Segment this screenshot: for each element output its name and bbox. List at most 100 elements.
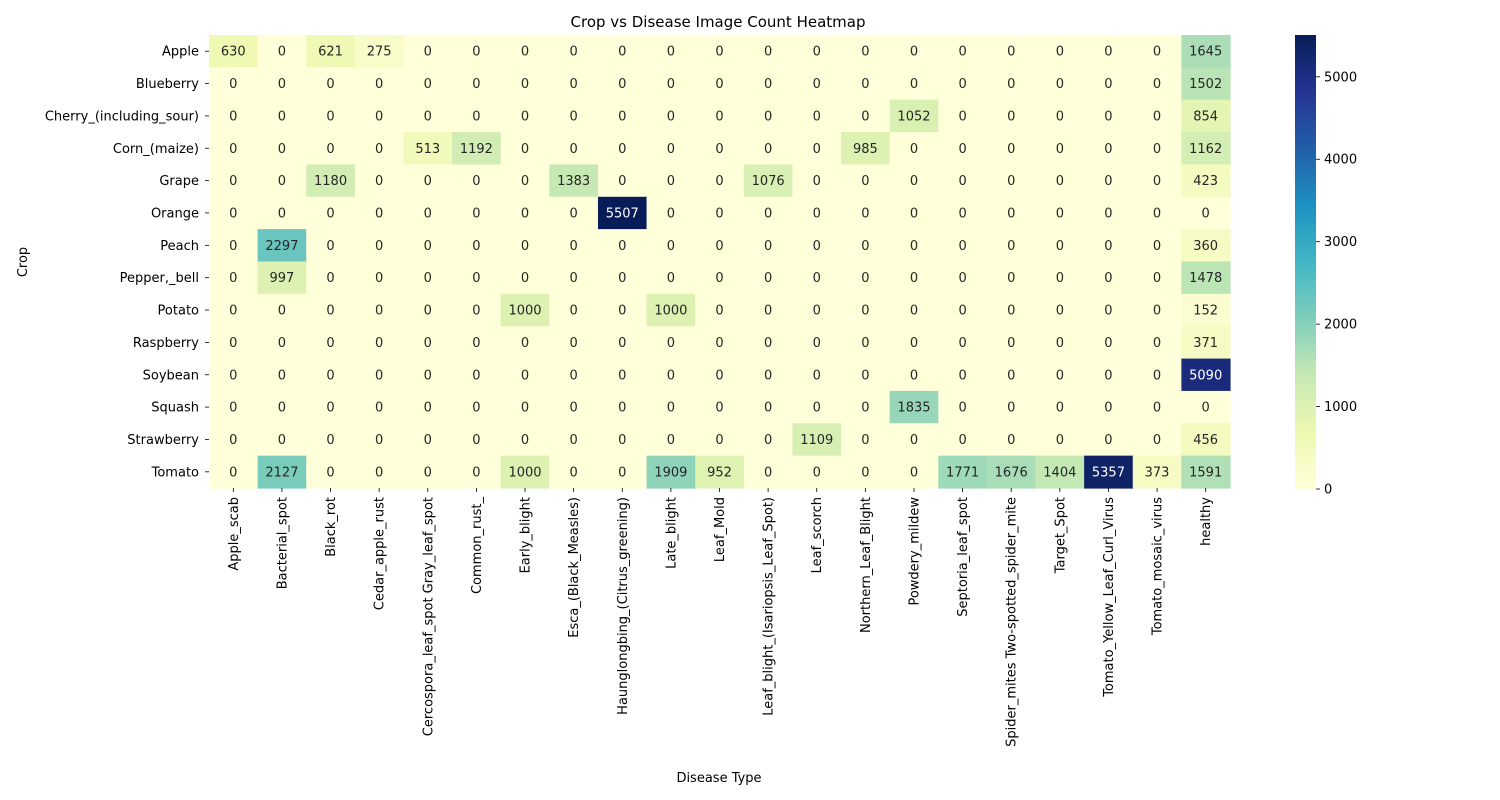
y-tick-label: Pepper,_bell <box>120 271 199 286</box>
cell-value-label: 0 <box>764 239 772 254</box>
heatmap-cell <box>938 358 988 392</box>
heatmap-cell <box>938 196 988 230</box>
x-tick-label: Bacterial_spot <box>275 497 290 589</box>
heatmap-cell <box>549 390 599 424</box>
cell-value-label: 1000 <box>508 304 541 319</box>
y-tick-label: Blueberry <box>136 77 199 92</box>
cell-value-label: 275 <box>367 45 392 60</box>
cell-value-label: 0 <box>229 336 237 351</box>
cell-value-label: 0 <box>1007 368 1015 383</box>
heatmap-cell <box>257 196 307 230</box>
cell-value-label: 0 <box>472 465 480 480</box>
heatmap-cell <box>306 293 356 327</box>
heatmap-cell <box>743 261 794 295</box>
heatmap-cell <box>500 293 550 327</box>
heatmap-cell <box>403 390 453 424</box>
cell-value-label: 0 <box>1153 206 1161 221</box>
cell-value-label: 0 <box>424 304 432 319</box>
cell-value-label: 0 <box>910 206 918 221</box>
cell-value-label: 0 <box>521 109 529 124</box>
cell-value-label: 0 <box>618 433 626 448</box>
cell-value-label: 0 <box>861 465 869 480</box>
cell-value-label: 0 <box>278 304 286 319</box>
heatmap-cell <box>354 423 405 457</box>
cell-value-label: 0 <box>1007 45 1015 60</box>
cell-value-label: 0 <box>958 109 966 124</box>
cell-value-label: 0 <box>326 109 334 124</box>
heatmap-cell <box>792 35 842 68</box>
heatmap-cell <box>1084 99 1134 133</box>
heatmap-cell <box>549 164 599 198</box>
cell-value-label: 0 <box>375 271 383 286</box>
cell-value-label: 0 <box>715 109 723 124</box>
heatmap-cell <box>743 196 794 230</box>
cell-value-label: 1835 <box>897 401 930 416</box>
heatmap-cell <box>597 35 648 68</box>
cell-value-label: 0 <box>472 174 480 189</box>
heatmap-cell <box>403 423 453 457</box>
cell-value-label: 0 <box>715 336 723 351</box>
heatmap-cell <box>938 423 988 457</box>
heatmap-cell <box>792 229 842 263</box>
cell-value-label: 0 <box>424 45 432 60</box>
heatmap-cell <box>841 35 891 68</box>
cell-value-label: 0 <box>813 368 821 383</box>
heatmap-cell <box>1132 358 1182 392</box>
heatmap-cell <box>695 293 745 327</box>
x-tick-label: Tomato_Yellow_Leaf_Curl_Virus <box>1102 497 1117 698</box>
heatmap-cell <box>403 35 453 68</box>
cell-value-label: 0 <box>521 336 529 351</box>
heatmap-cell <box>403 455 453 489</box>
cell-value-label: 0 <box>1007 174 1015 189</box>
cell-value-label: 0 <box>1153 45 1161 60</box>
cell-value-label: 1404 <box>1043 465 1076 480</box>
cell-value-label: 0 <box>764 401 772 416</box>
heatmap-cell <box>403 67 453 101</box>
cell-value-label: 0 <box>278 174 286 189</box>
heatmap-cell <box>695 196 745 230</box>
heatmap-cell <box>306 35 356 68</box>
y-tick-label: Grape <box>159 174 199 189</box>
heatmap-cell <box>986 67 1037 101</box>
heatmap-cell <box>1132 455 1182 489</box>
heatmap-cell <box>209 326 259 360</box>
heatmap-cell <box>841 164 891 198</box>
heatmap-cell <box>1035 293 1085 327</box>
heatmap-cell <box>549 423 599 457</box>
heatmap-cell <box>889 132 939 166</box>
cell-value-label: 0 <box>910 45 918 60</box>
cell-value-label: 0 <box>958 174 966 189</box>
heatmap-cell <box>500 67 550 101</box>
cell-value-label: 0 <box>813 77 821 92</box>
cell-value-label: 0 <box>667 109 675 124</box>
heatmap-cell <box>306 99 356 133</box>
cell-value-label: 0 <box>569 368 577 383</box>
heatmap-cell <box>646 326 696 360</box>
cell-value-label: 0 <box>1153 271 1161 286</box>
heatmap-cell <box>549 326 599 360</box>
cell-value-label: 952 <box>707 465 732 480</box>
heatmap-cell <box>257 358 307 392</box>
heatmap-cell <box>1035 229 1085 263</box>
heatmap-cell <box>354 261 405 295</box>
cell-value-label: 0 <box>569 45 577 60</box>
x-tick-label: Black_rot <box>324 497 339 557</box>
cell-value-label: 0 <box>424 239 432 254</box>
cell-value-label: 0 <box>1153 77 1161 92</box>
cell-value-label: 0 <box>618 239 626 254</box>
cell-value-label: 0 <box>1007 336 1015 351</box>
cell-value-label: 1052 <box>897 109 930 124</box>
cell-value-label: 0 <box>278 368 286 383</box>
heatmap-cell <box>549 196 599 230</box>
cell-value-label: 0 <box>1104 206 1112 221</box>
cell-value-label: 0 <box>1007 304 1015 319</box>
cell-value-label: 0 <box>1007 142 1015 157</box>
heatmap-cell <box>792 261 842 295</box>
cell-value-label: 0 <box>521 368 529 383</box>
heatmap-cell <box>597 358 648 392</box>
cell-value-label: 0 <box>1056 271 1064 286</box>
heatmap-cell <box>743 455 794 489</box>
heatmap-cell <box>841 196 891 230</box>
cell-value-label: 0 <box>278 77 286 92</box>
